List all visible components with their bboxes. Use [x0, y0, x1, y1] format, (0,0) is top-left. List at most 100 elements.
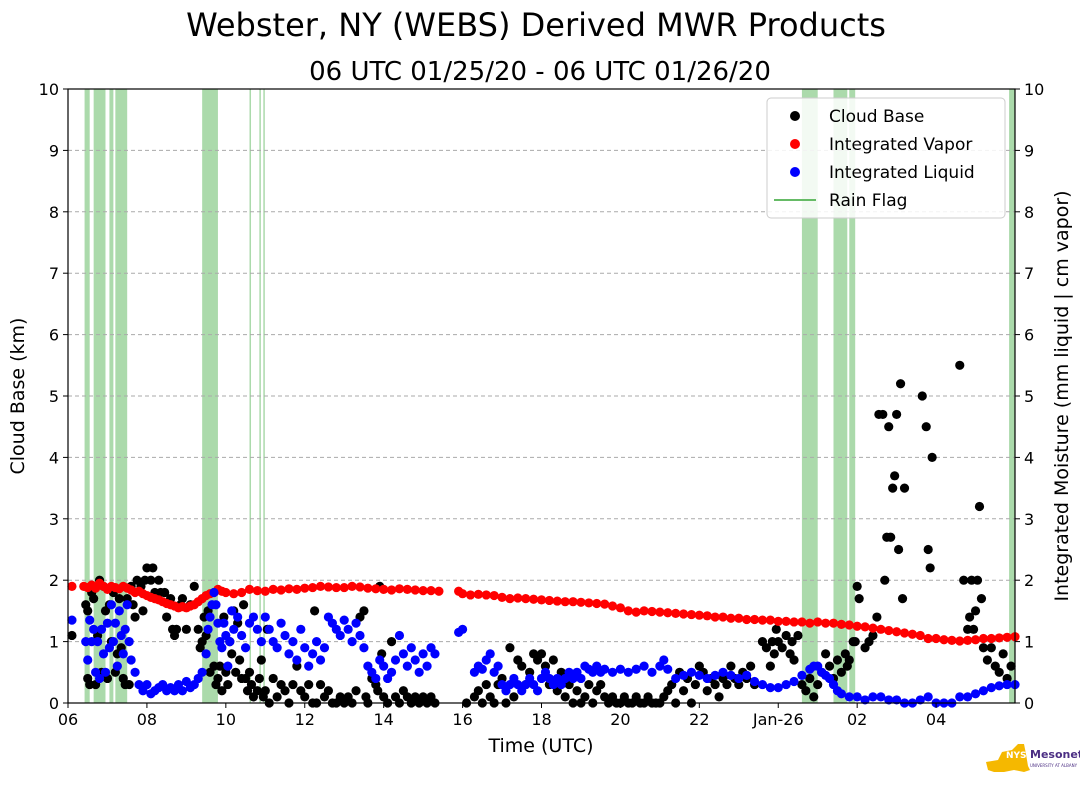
data-point	[348, 637, 357, 646]
data-point	[434, 587, 443, 596]
data-point	[679, 686, 688, 695]
data-point	[257, 637, 266, 646]
data-point	[304, 662, 313, 671]
data-point	[687, 610, 696, 619]
data-point	[584, 680, 593, 689]
data-point	[296, 625, 305, 634]
data-point	[379, 585, 388, 594]
data-point	[276, 619, 285, 628]
legend-label: Cloud Base	[829, 107, 924, 127]
data-point	[750, 677, 759, 686]
y-tick-label-right: 3	[1024, 510, 1034, 529]
legend-label: Integrated Liquid	[829, 163, 975, 183]
data-point	[211, 600, 220, 609]
y-tick-label-left: 2	[49, 571, 59, 590]
legend-marker	[790, 139, 800, 149]
data-point	[851, 637, 860, 646]
y-tick-label-left: 7	[49, 264, 59, 283]
data-point	[261, 686, 270, 695]
y-tick-label-right: 7	[1024, 264, 1034, 283]
data-point	[797, 671, 806, 680]
chart-title: Webster, NY (WEBS) Derived MWR Products	[186, 6, 886, 44]
x-tick-label: 12	[295, 710, 315, 729]
data-point	[734, 614, 743, 623]
data-point	[300, 692, 309, 701]
data-point	[253, 586, 262, 595]
y-tick-label-right: 8	[1024, 203, 1034, 222]
data-point	[778, 643, 787, 652]
data-point	[67, 582, 76, 591]
data-point	[947, 636, 956, 645]
data-point	[758, 680, 767, 689]
data-point	[995, 633, 1004, 642]
x-tick-label: 08	[137, 710, 157, 729]
data-point	[1006, 662, 1015, 671]
logo-brand: NYS	[1006, 751, 1027, 761]
data-point	[711, 612, 720, 621]
data-point	[332, 583, 341, 592]
data-point	[608, 668, 617, 677]
data-point	[308, 583, 317, 592]
data-point	[789, 655, 798, 664]
data-point	[395, 631, 404, 640]
data-point	[987, 634, 996, 643]
data-point	[809, 692, 818, 701]
data-point	[241, 643, 250, 652]
data-point	[969, 625, 978, 634]
data-point	[718, 668, 727, 677]
x-tick-label: 20	[610, 710, 630, 729]
data-point	[239, 600, 248, 609]
data-point	[255, 674, 264, 683]
data-point	[955, 636, 964, 645]
data-point	[371, 674, 380, 683]
x-tick-label: 02	[847, 710, 867, 729]
data-point	[679, 671, 688, 680]
data-point	[419, 586, 428, 595]
data-point	[276, 585, 285, 594]
data-point	[493, 662, 502, 671]
data-point	[963, 636, 972, 645]
y-tick-label-left: 9	[49, 141, 59, 160]
data-point	[592, 599, 601, 608]
data-point	[894, 545, 903, 554]
data-point	[146, 576, 155, 585]
data-point	[310, 606, 319, 615]
data-point	[363, 584, 372, 593]
data-point	[608, 601, 617, 610]
data-point	[703, 686, 712, 695]
data-point	[300, 584, 309, 593]
data-point	[324, 686, 333, 695]
data-point	[320, 643, 329, 652]
data-point	[600, 665, 609, 674]
data-point	[486, 649, 495, 658]
data-point	[478, 665, 487, 674]
y-tick-label-left: 10	[39, 80, 59, 99]
data-point	[979, 686, 988, 695]
data-point	[426, 586, 435, 595]
data-point	[939, 635, 948, 644]
data-point	[85, 616, 94, 625]
data-point	[695, 671, 704, 680]
data-point	[348, 582, 357, 591]
data-point	[103, 619, 112, 628]
data-point	[154, 576, 163, 585]
data-point	[316, 582, 325, 591]
x-tick-label: 10	[216, 710, 236, 729]
data-point	[772, 625, 781, 634]
data-point	[130, 612, 139, 621]
data-point	[533, 686, 542, 695]
data-point	[973, 576, 982, 585]
data-point	[127, 655, 136, 664]
data-point	[419, 649, 428, 658]
data-point	[963, 692, 972, 701]
data-point	[647, 668, 656, 677]
data-point	[379, 662, 388, 671]
data-point	[121, 625, 130, 634]
data-point	[663, 608, 672, 617]
data-point	[876, 625, 885, 634]
data-point	[576, 598, 585, 607]
data-point	[900, 484, 909, 493]
logo-name: Mesonet	[1030, 748, 1080, 761]
data-point	[351, 619, 360, 628]
data-point	[860, 622, 869, 631]
